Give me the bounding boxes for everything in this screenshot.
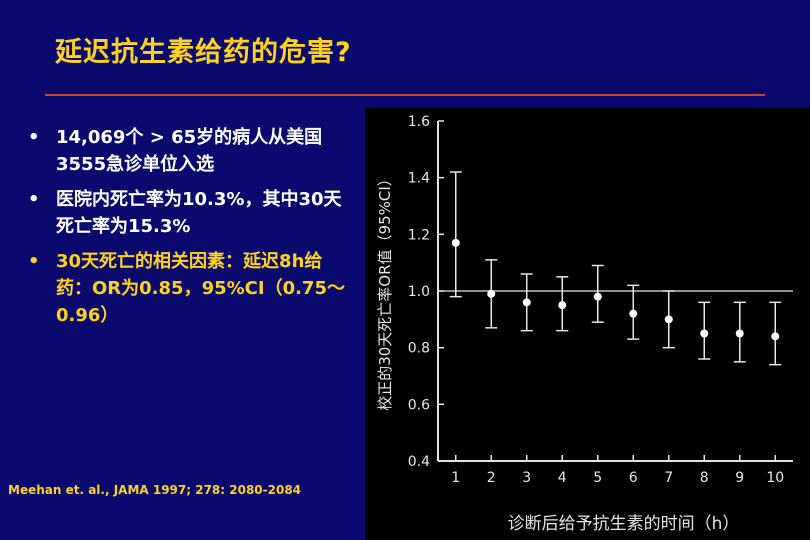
y-tick-label: 1.6 (408, 114, 430, 130)
x-axis-title: 诊断后给予抗生素的时间（h） (508, 514, 740, 534)
data-point (664, 315, 673, 324)
x-tick-label: 10 (766, 470, 784, 486)
citation: Meehan et. al., JAMA 1997; 278: 2080-208… (8, 483, 302, 497)
x-tick-label: 5 (593, 470, 602, 486)
data-point (451, 238, 460, 247)
bullet-text: 14,069个 > 65岁的病人从美国 3555急诊单位入选 (56, 127, 323, 175)
y-tick-label: 1.4 (408, 171, 430, 187)
chart-canvas: 0.4 0.6 0.8 1.0 1.2 1.4 1.6 1 2 3 4 5 6 7 8 9 10 诊断后给予抗生素… (376, 114, 793, 534)
bullet-marker: • (28, 251, 40, 272)
data-point (487, 289, 496, 298)
data-point (700, 329, 709, 338)
y-tick-label: 0.8 (408, 341, 430, 357)
y-axis-title: 校正的30天死亡率OR值（95%CI） (376, 171, 394, 411)
data-point (771, 332, 780, 341)
bullet-item-delay-factor: • 30天死亡的相关因素：延迟8h给药：OR为0.85，95%CI（0.75～0… (28, 248, 358, 329)
slide-title: 延迟抗生素给药的危害? (55, 37, 352, 68)
x-tick-label: 4 (558, 470, 567, 486)
x-tick-label: 1 (451, 470, 460, 486)
data-point (629, 309, 638, 318)
title-divider (45, 94, 765, 96)
bullet-marker: • (28, 127, 40, 148)
x-tick-label: 7 (664, 470, 673, 486)
x-tick-label: 9 (735, 470, 744, 486)
bullet-item-patients: • 14,069个 > 65岁的病人从美国 3555急诊单位入选 (28, 124, 358, 178)
bullet-item-mortality: • 医院内死亡率为10.3%，其中30天死亡率为15.3% (28, 186, 358, 240)
bullet-text: 医院内死亡率为10.3%，其中30天死亡率为15.3% (56, 189, 342, 237)
data-point (593, 292, 602, 301)
x-tick-label: 6 (629, 470, 638, 486)
x-tick-label: 2 (487, 470, 496, 486)
data-point (558, 301, 567, 310)
data-point (522, 298, 531, 307)
bullet-marker: • (28, 189, 40, 210)
x-tick-label: 3 (522, 470, 531, 486)
bullet-text: 30天死亡的相关因素：延迟8h给药：OR为0.85，95%CI（0.75～0.9… (56, 251, 345, 326)
data-point (735, 329, 744, 338)
x-tick-label: 8 (700, 470, 709, 486)
y-tick-label: 0.6 (408, 397, 430, 413)
odds-ratio-chart: 0.4 0.6 0.8 1.0 1.2 1.4 1.6 1 2 3 4 5 6 7 8 9 10 诊断后给予抗生素… (365, 108, 810, 540)
y-tick-label: 1.2 (408, 227, 430, 243)
y-tick-label: 0.4 (408, 454, 430, 470)
y-tick-label: 1.0 (408, 284, 430, 300)
bullet-list: • 14,069个 > 65岁的病人从美国 3555急诊单位入选 • 医院内死亡… (28, 124, 358, 337)
